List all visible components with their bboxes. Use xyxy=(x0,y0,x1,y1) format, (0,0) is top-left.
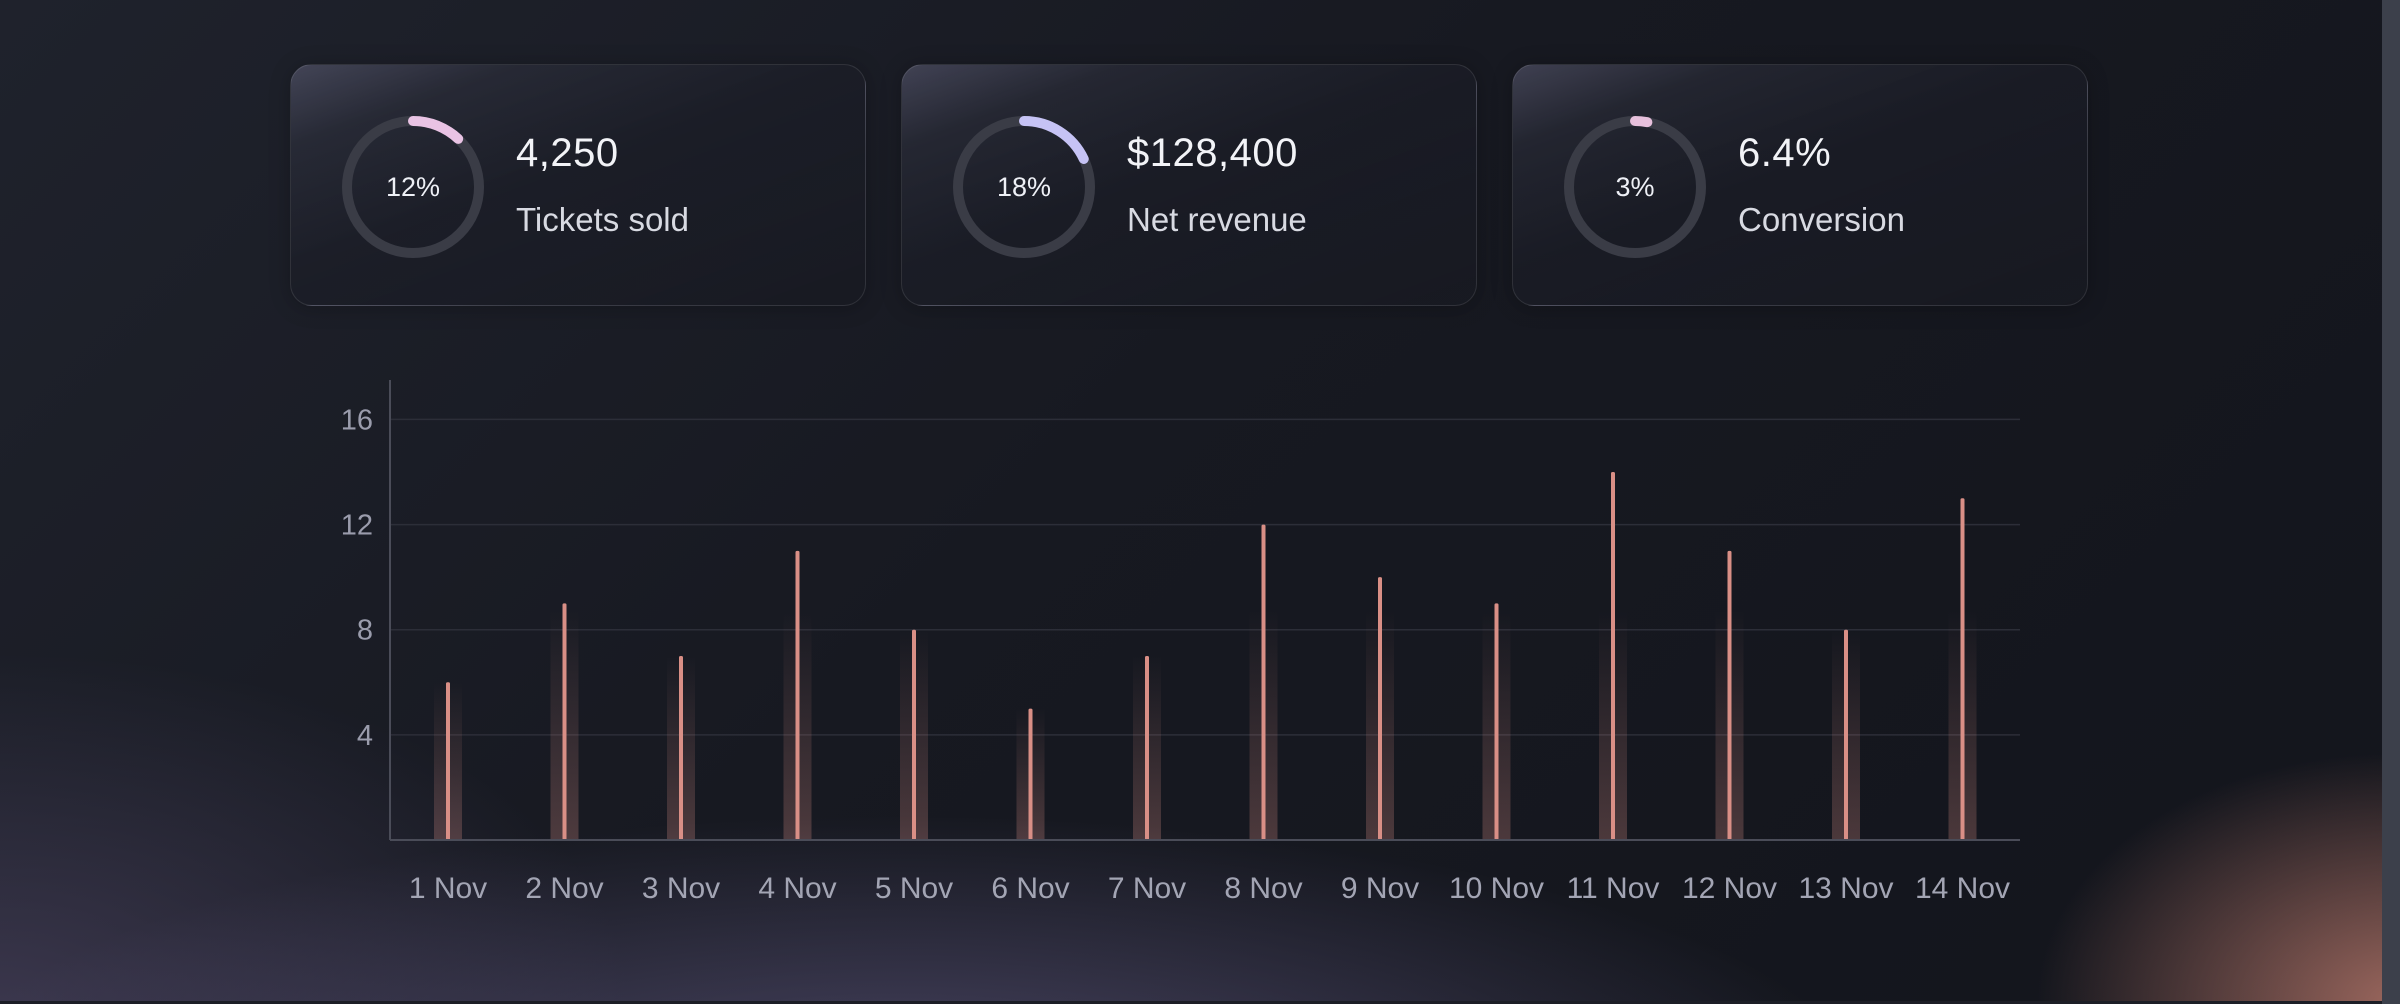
x-tick-label: 6 Nov xyxy=(991,872,1069,905)
x-tick-label: 9 Nov xyxy=(1341,872,1419,905)
x-tick-label: 5 Nov xyxy=(875,872,953,905)
bar xyxy=(1960,498,1965,840)
bar xyxy=(1378,577,1382,840)
percent-label: 3% xyxy=(1615,171,1655,202)
stat-value: 6.4% xyxy=(1738,131,1832,175)
x-tick-label: 13 Nov xyxy=(1798,872,1893,905)
bar xyxy=(679,656,683,840)
bar xyxy=(1261,524,1266,840)
bar xyxy=(446,682,450,840)
bottom-edge xyxy=(0,1001,2382,1004)
progress-ring xyxy=(342,116,484,258)
x-tick-label: 1 Nov xyxy=(409,872,487,905)
bar xyxy=(1844,629,1848,840)
scrollbar[interactable] xyxy=(2382,0,2400,1004)
bar xyxy=(1611,472,1615,840)
x-tick-label: 10 Nov xyxy=(1449,872,1544,905)
chart-grid xyxy=(390,418,2020,736)
x-tick-label: 3 Nov xyxy=(642,872,720,905)
chart-bars xyxy=(434,472,1977,840)
stat-card-revenue: 18% $128,400 Net revenue xyxy=(901,64,1477,306)
bar xyxy=(912,629,916,840)
y-tick-label: 4 xyxy=(357,720,373,752)
x-tick-label: 11 Nov xyxy=(1567,872,1660,905)
bar xyxy=(1494,603,1499,840)
percent-label: 12% xyxy=(385,171,441,202)
x-tick-label: 14 Nov xyxy=(1915,872,2010,905)
bar xyxy=(795,550,800,840)
x-tick-label: 12 Nov xyxy=(1682,872,1777,905)
stat-value: $128,400 xyxy=(1127,131,1298,175)
stat-card-conversion: 3% 6.4% Conversion xyxy=(1512,64,2088,306)
chart-axes xyxy=(389,380,2020,841)
stat-label: Net revenue xyxy=(1127,201,1307,238)
x-tick-label: 4 Nov xyxy=(758,872,836,905)
bar xyxy=(1028,708,1033,840)
y-tick-label: 16 xyxy=(341,404,373,436)
x-tick-label: 2 Nov xyxy=(525,872,603,905)
percent-label: 18% xyxy=(996,171,1052,202)
chart-labels: 4 8 12 16 1 Nov 2 Nov 3 Nov 4 Nov 5 Nov 6 Nov 7 No… xyxy=(341,404,2010,905)
bar xyxy=(562,603,567,840)
stat-value: 4,250 xyxy=(516,131,619,175)
bar xyxy=(1727,550,1732,840)
y-tick-label: 12 xyxy=(341,510,373,542)
x-tick-label: 7 Nov xyxy=(1108,872,1186,905)
stat-card-tickets: 12% 4,250 Tickets sold xyxy=(290,64,866,306)
y-tick-label: 8 xyxy=(357,615,373,647)
stat-label: Conversion xyxy=(1738,201,1905,238)
x-tick-label: 8 Nov xyxy=(1224,872,1302,905)
progress-ring xyxy=(953,116,1095,258)
progress-ring xyxy=(1564,116,1706,258)
bar xyxy=(1145,656,1149,840)
stat-label: Tickets sold xyxy=(516,201,689,238)
